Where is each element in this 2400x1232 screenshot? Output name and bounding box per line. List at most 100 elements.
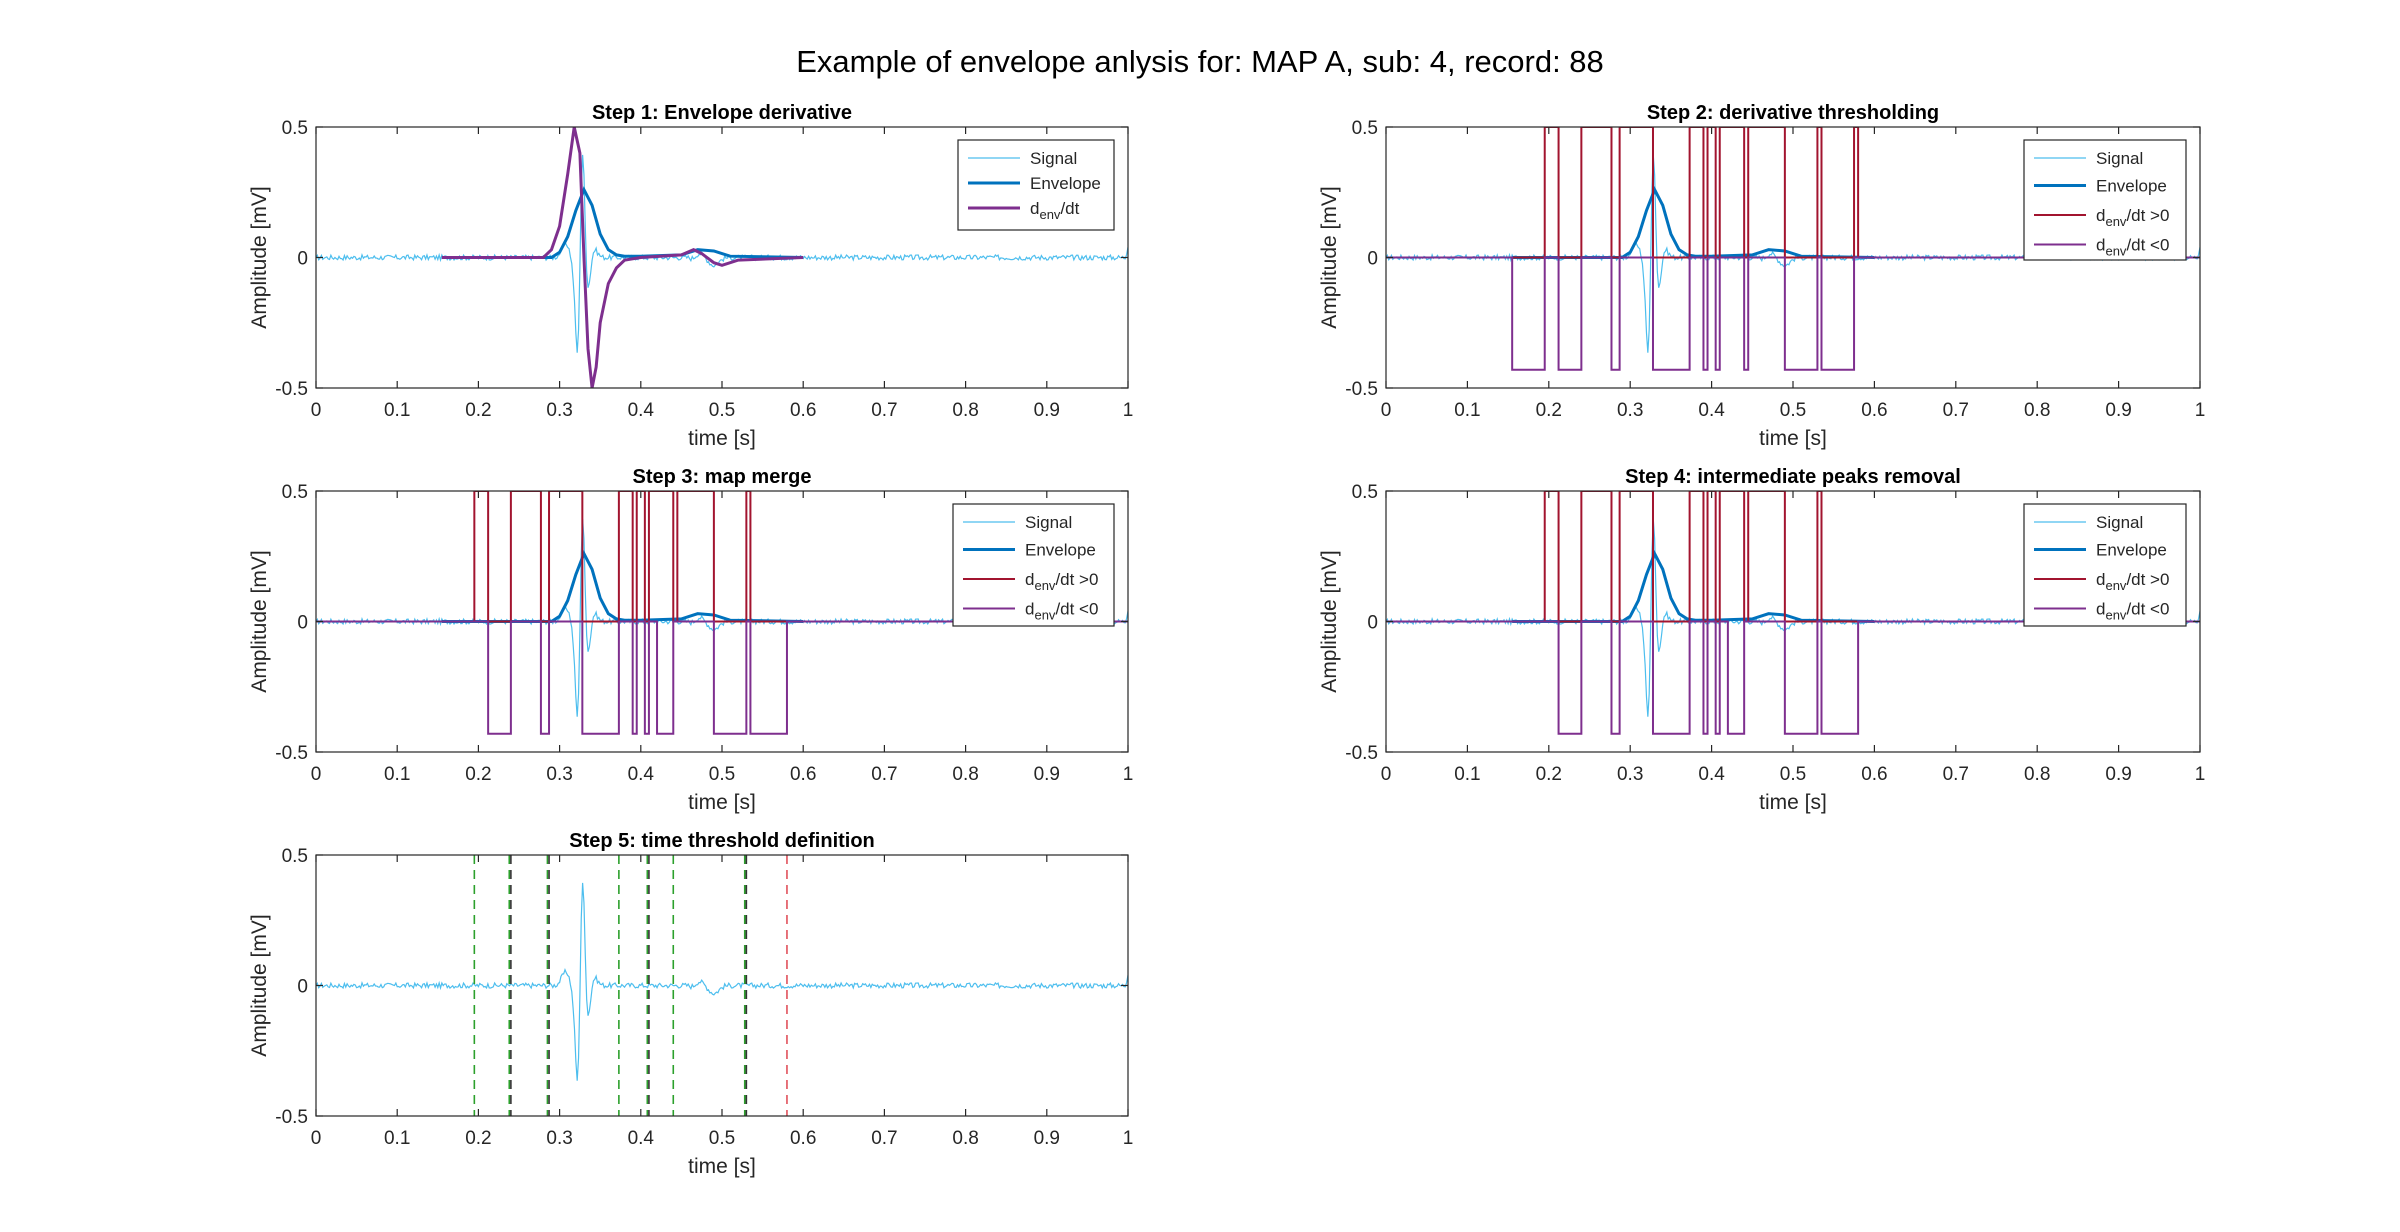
x-tick-label: 0 (1381, 764, 1392, 785)
x-tick-label: 1 (2195, 400, 2206, 421)
y-axis-label: Amplitude [mV] (248, 186, 271, 328)
x-tick-label: 0.4 (628, 1128, 655, 1149)
y-tick-label: 0.5 (1352, 118, 1378, 139)
legend-label-2: Envelope (2096, 177, 2167, 196)
x-tick-label: 0.3 (1617, 400, 1643, 421)
y-tick-label: 0 (297, 977, 308, 998)
x-tick-label: 0.9 (1034, 1128, 1060, 1149)
chart-title: Step 2: derivative thresholding (1647, 102, 1939, 124)
x-tick-label: 0.8 (952, 764, 978, 785)
y-tick-label: -0.5 (275, 743, 308, 764)
legend-label-4: denv/dt <0 (2096, 236, 2169, 259)
legend-label-2: Envelope (1030, 174, 1101, 193)
x-tick-label: 0.7 (1943, 764, 1969, 785)
legend-box (2023, 503, 2187, 627)
series-line-1 (316, 882, 1128, 1081)
legend-label-1: Signal (1025, 513, 1072, 532)
y-axis-label: Amplitude [mV] (248, 550, 271, 692)
x-tick-label: 0.3 (1617, 764, 1643, 785)
series-line-4 (1386, 256, 2200, 371)
x-tick-label: 0 (1381, 400, 1392, 421)
legend-box (2023, 139, 2187, 261)
legend-box (957, 139, 1115, 231)
y-tick-label: 0.5 (282, 846, 308, 867)
legend-label-3: denv/dt >0 (2096, 206, 2169, 229)
y-axis-label: Amplitude [mV] (1318, 186, 1341, 328)
x-tick-label: 0.4 (1698, 764, 1725, 785)
y-axis-label: Amplitude [mV] (1318, 550, 1341, 692)
x-tick-label: 0.6 (790, 400, 816, 421)
x-tick-label: 0.8 (2024, 764, 2050, 785)
x-axis-label: time [s] (1759, 427, 1827, 450)
y-tick-label: 0 (1367, 613, 1378, 634)
chart-2: 0 0.1 0.2 0.3 0.4 0.5 0.6 0.7 0.8 0.9 1-0.500.5Ste… (1318, 102, 2205, 450)
y-tick-label: 0.5 (1352, 482, 1378, 503)
legend-label-4: denv/dt <0 (2096, 600, 2169, 623)
x-tick-label: 0.6 (1861, 400, 1887, 421)
legend-label-2: Envelope (2096, 541, 2167, 560)
x-tick-label: 0.1 (384, 1128, 410, 1149)
chart-title: Step 3: map merge (633, 466, 812, 488)
x-tick-label: 0.6 (790, 1128, 816, 1149)
series-line-2 (1512, 550, 1875, 623)
chart-title: Step 4: intermediate peaks removal (1625, 466, 1961, 488)
series-line-2 (1512, 186, 1875, 259)
legend-label-1: Signal (2096, 513, 2143, 532)
y-tick-label: 0.5 (282, 118, 308, 139)
x-axis-label: time [s] (688, 427, 756, 450)
x-tick-label: 0.5 (709, 764, 735, 785)
x-tick-label: 0.6 (790, 764, 816, 785)
x-tick-label: 0.1 (384, 764, 410, 785)
x-tick-label: 1 (1123, 1128, 1134, 1149)
x-tick-label: 0 (311, 1128, 322, 1149)
series-line-4 (1386, 620, 2200, 735)
y-tick-label: 0.5 (282, 482, 308, 503)
x-tick-label: 0.5 (709, 1128, 735, 1149)
chart-title: Step 1: Envelope derivative (592, 102, 852, 124)
chart-4: 0 0.1 0.2 0.3 0.4 0.5 0.6 0.7 0.8 0.9 1-0.500.5Ste… (1318, 466, 2205, 814)
series-line-3 (1386, 491, 2200, 623)
legend: Signal Envelope denv/dt >0 denv/dt <0 (2023, 503, 2187, 627)
y-axis-label: Amplitude [mV] (248, 914, 271, 1056)
legend-label-3: denv/dt >0 (1025, 570, 1098, 593)
chart-title: Step 5: time threshold definition (569, 830, 875, 852)
plot-series (316, 855, 1128, 1116)
x-axis-label: time [s] (688, 791, 756, 814)
legend-label-3: denv/dt >0 (2096, 570, 2169, 593)
x-tick-label: 0.8 (952, 400, 978, 421)
chart-1: 0 0.1 0.2 0.3 0.4 0.5 0.6 0.7 0.8 0.9 1-0.500.5Ste… (248, 102, 1133, 450)
x-tick-label: 0.4 (1698, 400, 1725, 421)
legend: Signal Envelope denv/dt >0 denv/dt <0 (952, 503, 1115, 627)
x-axis-label: time [s] (1759, 791, 1827, 814)
x-tick-label: 0.9 (2105, 400, 2131, 421)
series-line-3 (316, 491, 1128, 623)
y-tick-label: -0.5 (1345, 379, 1378, 400)
x-tick-label: 0.7 (1943, 400, 1969, 421)
x-tick-label: 0 (311, 764, 322, 785)
x-tick-label: 0.2 (1536, 400, 1562, 421)
x-tick-label: 0.2 (465, 764, 491, 785)
x-tick-label: 0.2 (1536, 764, 1562, 785)
chart-3: 0 0.1 0.2 0.3 0.4 0.5 0.6 0.7 0.8 0.9 1-0.500.5Ste… (248, 466, 1133, 814)
x-tick-label: 0.2 (465, 1128, 491, 1149)
x-tick-label: 0.5 (1780, 764, 1806, 785)
legend-label-1: Signal (2096, 149, 2143, 168)
x-tick-label: 0.5 (709, 400, 735, 421)
x-tick-label: 0.7 (871, 400, 897, 421)
y-tick-label: 0 (1367, 249, 1378, 270)
x-tick-label: 0.9 (2105, 764, 2131, 785)
y-tick-label: -0.5 (275, 379, 308, 400)
legend-label-2: Envelope (1025, 541, 1096, 560)
y-tick-label: 0 (297, 249, 308, 270)
x-tick-label: 0.2 (465, 400, 491, 421)
x-tick-label: 1 (2195, 764, 2206, 785)
legend-box (952, 503, 1115, 627)
plot-series (316, 127, 1128, 388)
x-tick-label: 0.4 (628, 764, 655, 785)
legend-label-4: denv/dt <0 (1025, 600, 1098, 623)
x-tick-label: 0.3 (546, 1128, 572, 1149)
series-line-3 (441, 127, 804, 388)
x-tick-label: 1 (1123, 764, 1134, 785)
x-tick-label: 0.5 (1780, 400, 1806, 421)
